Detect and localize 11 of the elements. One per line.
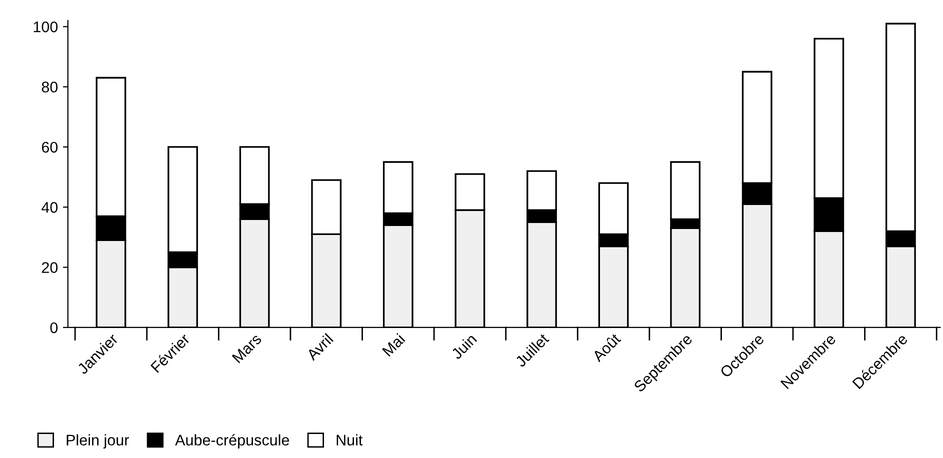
legend-label: Plein jour xyxy=(66,434,129,449)
y-tick-label: 0 xyxy=(50,322,58,334)
y-tick-label: 20 xyxy=(42,262,58,273)
x-tick-label: Mai xyxy=(382,333,406,357)
x-tick-label: Juin xyxy=(450,333,478,360)
y-tick-label: 100 xyxy=(34,21,58,32)
y-tick-label: 80 xyxy=(42,82,58,92)
y-tick-label: 60 xyxy=(42,142,58,153)
legend-label: Aube-crépuscule xyxy=(175,434,290,449)
y-tick-label: 40 xyxy=(42,202,58,213)
legend-label: Nuit xyxy=(336,434,363,446)
